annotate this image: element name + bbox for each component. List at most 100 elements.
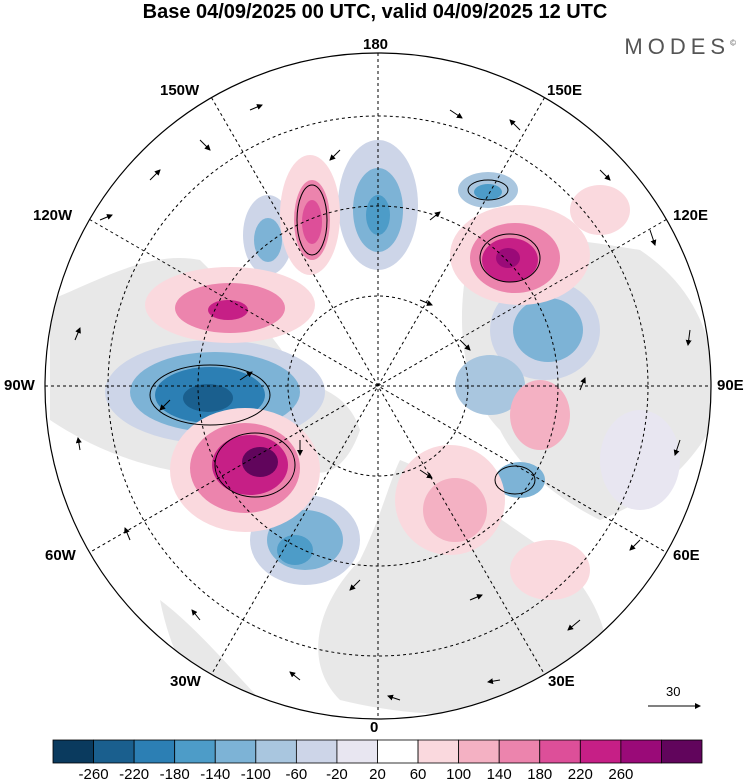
brand-text: MODES <box>624 34 731 59</box>
colorbar-swatch <box>539 739 581 764</box>
wind-vector <box>459 339 471 351</box>
colorbar-swatch <box>417 739 460 764</box>
contour-bering <box>296 184 328 256</box>
colorbar <box>52 739 703 764</box>
colorbar-swatch <box>661 739 703 764</box>
wind-vector <box>74 327 81 341</box>
anomaly-neg-aleutian <box>254 218 282 262</box>
contour-greenland-high <box>214 432 296 498</box>
colorbar-tick-label: -260 <box>78 766 109 783</box>
colorbar-tick-label: 20 <box>369 766 386 783</box>
lon-label-120w: 120W <box>33 207 73 224</box>
anomaly-pos-east-siberia-core <box>496 248 520 268</box>
wind-vector <box>149 169 161 181</box>
wind-vector <box>99 214 113 221</box>
wind-vector <box>567 619 581 631</box>
wind-vector <box>349 579 361 591</box>
lon-label-120e: 120E <box>673 207 709 224</box>
wind-vector <box>469 594 483 601</box>
contour-kamchatka <box>467 179 509 201</box>
wind-vector <box>75 437 82 451</box>
lon-label-0: 0 <box>370 719 379 736</box>
colorbar-tick-label: -20 <box>326 766 348 783</box>
lon-label-30w: 30W <box>170 673 201 690</box>
lon-label-60w: 60W <box>45 547 76 564</box>
lon-label-30e: 30E <box>548 673 575 690</box>
contour-canada-low <box>149 364 271 426</box>
wind-vector <box>509 119 521 131</box>
colorbar-tick-label: 60 <box>409 766 427 783</box>
anomaly-pos-bering-core <box>302 200 322 244</box>
wind-vector <box>249 104 263 111</box>
wind-vector <box>387 694 401 701</box>
colorbar-tick-label: -60 <box>285 766 308 783</box>
graticule <box>45 53 711 719</box>
colorbar-swatch <box>52 739 94 764</box>
wind-vector <box>673 439 681 456</box>
colorbar-swatch <box>498 739 541 764</box>
anomaly-neg-kamchatka-core <box>474 184 502 200</box>
anomaly-pos-central-asia-south <box>510 540 590 600</box>
wind-vector <box>419 469 433 479</box>
colorbar-swatch <box>579 739 622 764</box>
wind-vector <box>487 678 501 685</box>
lon-label-150w: 150W <box>160 82 200 99</box>
wind-vectors <box>74 104 692 701</box>
wind-vector <box>429 211 441 221</box>
modes-logo: MODES© <box>624 34 736 60</box>
colorbar-tick-label: -220 <box>119 766 150 783</box>
anomaly-pos-europe <box>423 478 487 542</box>
wind-vector <box>124 527 131 541</box>
wind-vector <box>685 329 692 346</box>
wind-vector <box>599 169 611 181</box>
map-title: Base 04/09/2025 00 UTC, valid 04/09/2025… <box>142 1 608 23</box>
contour-lines <box>149 179 541 498</box>
anomaly-pos-greenland-core <box>242 447 278 477</box>
colorbar-tick-label: -140 <box>200 766 231 783</box>
lon-label-150e: 150E <box>547 82 583 99</box>
anomaly-pos-russia <box>510 380 570 450</box>
lon-label-180: 180 <box>363 36 389 53</box>
copyright-mark: © <box>730 38 736 48</box>
lon-label-90w: 90W <box>4 377 35 394</box>
colorbar-tick-label: 180 <box>527 766 553 783</box>
colorbar-swatch <box>255 739 297 764</box>
wind-vector <box>629 539 641 551</box>
colorbar-tick-label: -100 <box>240 766 271 783</box>
wind-vector <box>159 399 171 411</box>
lon-label-90e: 90E <box>717 377 744 394</box>
colorbar-tick-label: 260 <box>608 766 634 783</box>
colorbar-swatch <box>214 739 257 764</box>
colorbar-tick-label: 140 <box>486 766 512 783</box>
wind-vector <box>449 109 463 119</box>
wind-vector <box>199 139 211 151</box>
contour-east-siberia <box>479 233 541 283</box>
colorbar-swatch <box>336 739 378 764</box>
colorbar-swatch <box>93 739 135 764</box>
map-border <box>44 52 712 720</box>
contour-barents <box>494 465 536 495</box>
colorbar-swatch <box>174 739 216 764</box>
wind-vector <box>191 609 201 621</box>
colorbar-swatch <box>620 739 662 764</box>
wind-vector <box>649 229 657 246</box>
colorbar-tick-label: 220 <box>567 766 593 783</box>
anomaly-neg-siberia <box>513 298 583 362</box>
anomaly-neg-barents <box>495 462 545 498</box>
reference-vector-label: 30 <box>666 684 681 699</box>
colorbar-swatch <box>377 739 419 764</box>
lon-label-60e: 60E <box>673 547 700 564</box>
wind-vector <box>579 377 586 391</box>
colorbar-swatch <box>133 739 176 764</box>
colorbar-swatch <box>295 739 338 764</box>
colorbar-tick-label: -180 <box>159 766 190 783</box>
land-eurasia <box>318 460 608 715</box>
wind-vector <box>239 371 253 381</box>
anomaly-pos-ne-edge <box>570 185 630 235</box>
map-disc <box>45 53 711 719</box>
colorbar-tick-label: 100 <box>446 766 472 783</box>
anomaly-neg-far-east <box>600 410 680 510</box>
anomaly-neg-atlantic-core <box>277 535 313 565</box>
colorbar-swatch <box>458 739 500 764</box>
